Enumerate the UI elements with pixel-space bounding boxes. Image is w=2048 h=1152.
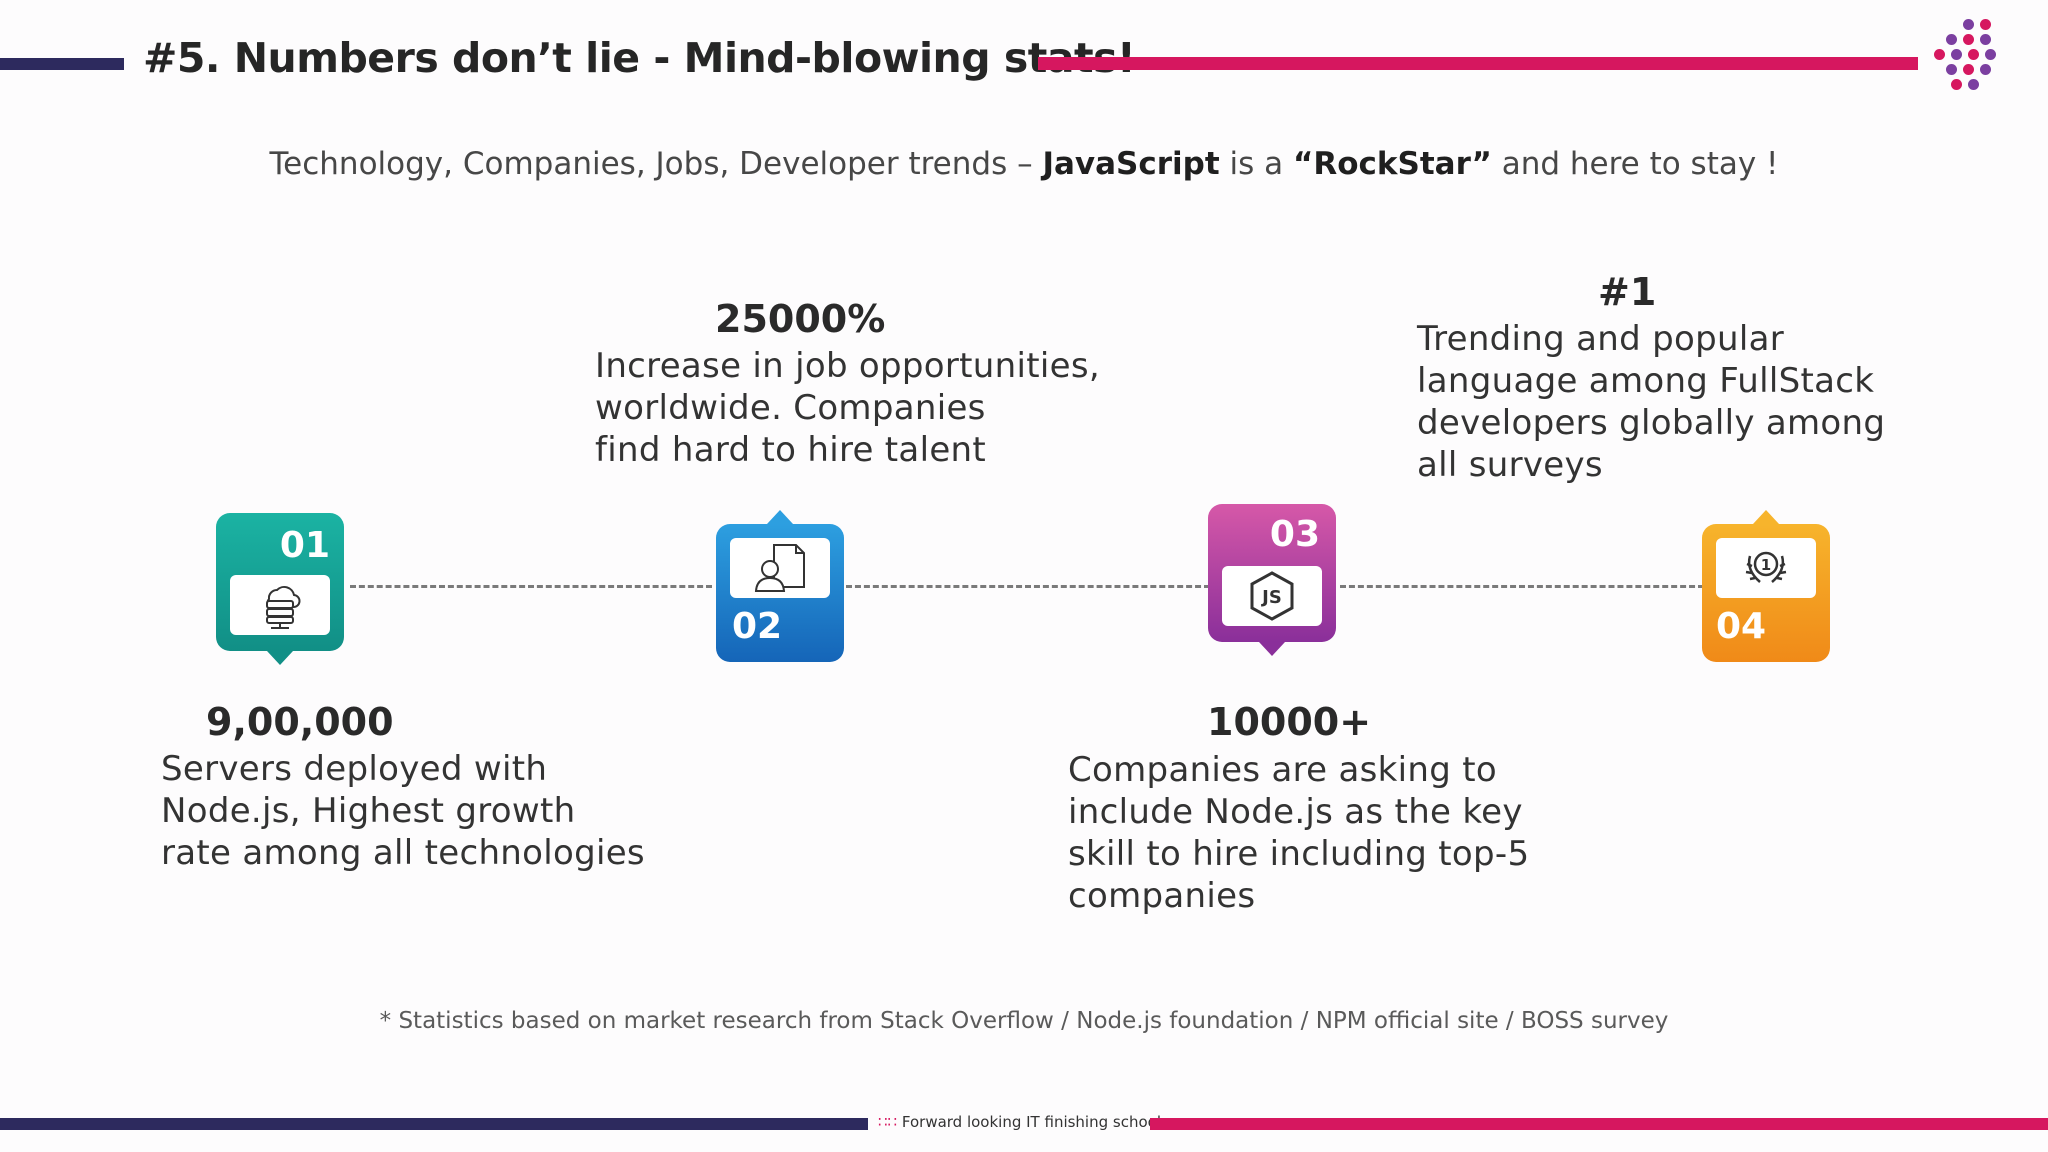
footer-accent-bar-right <box>1150 1118 2048 1130</box>
person-document-icon <box>730 538 830 598</box>
subtitle-suffix: and here to stay ! <box>1491 146 1779 182</box>
stat-value-02: 25000% <box>715 297 886 341</box>
header-accent-bar-right <box>1038 57 1918 70</box>
timeline-connector-3 <box>1340 585 1704 588</box>
badge-number-04: 04 <box>1716 606 1767 647</box>
badge-pointer-down <box>1259 642 1285 656</box>
stat-description-03: Companies are asking to include Node.js … <box>1068 750 1530 916</box>
step-badge-02: 02 <box>716 510 844 662</box>
svg-text:JS: JS <box>1260 587 1282 608</box>
subtitle-middle: is a <box>1219 146 1293 182</box>
stat-value-03: 10000+ <box>1207 700 1372 744</box>
footer-tagline: ∷∷ Forward looking IT finishing school <box>878 1113 1161 1131</box>
statistics-footnote: * Statistics based on market research fr… <box>379 1008 1669 1034</box>
stat-description-01: Servers deployed with Node.js, Highest g… <box>161 749 645 873</box>
footer-logo-dots-icon: ∷∷ <box>878 1113 898 1131</box>
badge-number-02: 02 <box>732 606 783 647</box>
footer-tagline-text: Forward looking IT finishing school <box>901 1113 1161 1131</box>
svg-text:1: 1 <box>1761 556 1771 574</box>
nodejs-icon: JS <box>1222 566 1322 626</box>
timeline-connector-1 <box>350 585 712 588</box>
cloud-server-icon <box>230 575 330 635</box>
subtitle-prefix: Technology, Companies, Jobs, Developer t… <box>269 146 1043 182</box>
slide-title: #5. Numbers don’t lie - Mind-blowing sta… <box>143 34 1136 82</box>
badge-pointer-up <box>767 510 793 524</box>
step-badge-03: 03 JS <box>1208 504 1336 656</box>
footer-accent-bar-left <box>0 1118 868 1130</box>
slide-subtitle: Technology, Companies, Jobs, Developer t… <box>0 146 2048 182</box>
stat-value-04: #1 <box>1598 270 1657 314</box>
award-number-one-icon: 1 <box>1716 538 1816 598</box>
timeline-connector-2 <box>846 585 1210 588</box>
subtitle-rockstar: “RockStar” <box>1293 146 1492 182</box>
badge-number-03: 03 <box>1269 514 1320 555</box>
badge-pointer-down <box>267 651 293 665</box>
stat-description-02: Increase in job opportunities, worldwide… <box>595 346 1100 470</box>
badge-pointer-up <box>1753 510 1779 524</box>
brand-logo-dots <box>1934 19 2004 91</box>
subtitle-javascript: JavaScript <box>1042 146 1220 182</box>
step-badge-01: 01 <box>216 513 344 665</box>
badge-number-01: 01 <box>279 525 330 566</box>
header-accent-bar-left <box>0 58 124 70</box>
step-badge-04: 1 04 <box>1702 510 1830 662</box>
stat-value-01: 9,00,000 <box>206 700 394 744</box>
stat-description-04: Trending and popular language among Full… <box>1417 319 1886 485</box>
